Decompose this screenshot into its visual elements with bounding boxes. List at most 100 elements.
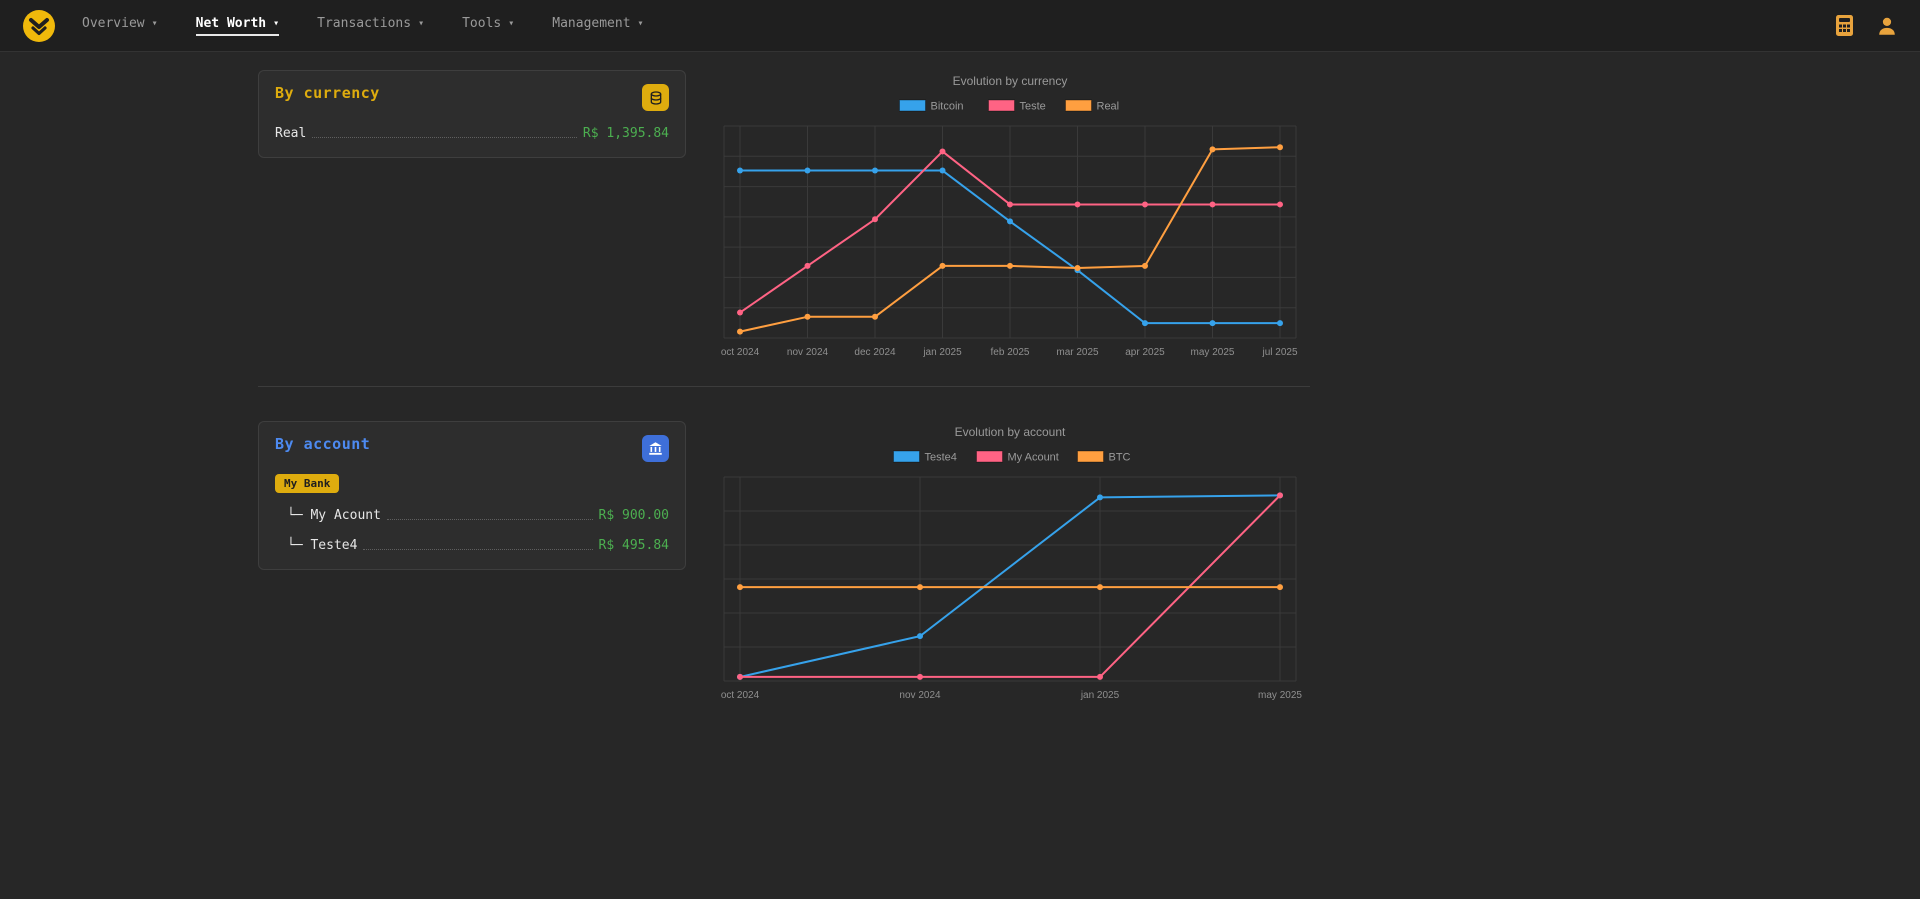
chevron-down-icon: ▾ — [637, 17, 644, 29]
series-line — [739, 494, 1281, 678]
user-icon — [1879, 17, 1895, 35]
legend-item[interactable]: BTC — [1077, 450, 1131, 464]
x-tick-label: jan 2025 — [1080, 690, 1120, 701]
calculator-icon — [1836, 15, 1853, 36]
data-point — [1097, 494, 1103, 501]
legend-label: My Acount — [1008, 452, 1059, 464]
data-point — [804, 262, 811, 269]
data-point — [1097, 584, 1103, 591]
legend-swatch — [899, 99, 926, 112]
x-tick-label: may 2025 — [1191, 347, 1235, 358]
nav-item-transactions[interactable]: Transactions ▾ — [317, 16, 424, 36]
nav-item-label: Transactions — [317, 15, 412, 31]
dotted-leader — [386, 519, 593, 520]
legend-swatch — [976, 450, 1003, 463]
navbar-actions — [1835, 14, 1898, 37]
chevron-down-icon: ▾ — [418, 17, 425, 29]
chart-canvas: Evolution by account Teste4 My Acount BTC oc… — [721, 425, 1303, 701]
currency-label: Real — [275, 126, 307, 141]
nav-item-label: Tools — [462, 15, 502, 31]
evolution-by-currency-chart: Evolution by currency Bitcoin Teste Real oct… — [710, 70, 1310, 374]
account-section: By account My Bank └─ My Acount R$ 900.0… — [258, 421, 1310, 717]
x-tick-label: apr 2025 — [1125, 347, 1165, 358]
dotted-leader — [363, 549, 593, 550]
legend-swatch — [1077, 450, 1104, 463]
legend-item[interactable]: Bitcoin — [899, 99, 964, 113]
legend-item[interactable]: Teste4 — [893, 450, 957, 464]
account-amount: R$ 495.84 — [598, 538, 669, 553]
currency-settings-button[interactable] — [642, 84, 669, 111]
data-point — [1007, 218, 1013, 225]
coins-icon — [650, 90, 661, 105]
legend-item[interactable]: Real — [1065, 99, 1120, 113]
x-tick-label: feb 2025 — [991, 347, 1030, 358]
bank-badge: My Bank — [275, 474, 340, 493]
chart-canvas: Evolution by currency Bitcoin Teste Real oct… — [721, 74, 1298, 358]
top-navbar: Overview ▾ Net Worth ▾ Transactions ▾ To… — [0, 0, 1920, 52]
data-point — [917, 633, 923, 640]
nav-item-overview[interactable]: Overview ▾ — [82, 16, 158, 36]
data-point — [804, 167, 811, 174]
data-point — [1074, 201, 1081, 208]
series-line — [740, 494, 1281, 678]
legend-label: Teste — [1020, 101, 1046, 113]
data-point — [1277, 144, 1283, 151]
legend-swatch — [893, 450, 920, 463]
user-profile-button[interactable] — [1876, 15, 1898, 37]
data-point — [1142, 320, 1148, 327]
x-tick-label: jul 2025 — [1261, 347, 1297, 358]
x-tick-label: dec 2024 — [854, 347, 896, 358]
dotted-leader — [312, 137, 577, 138]
currency-chart-box: Evolution by currency Bitcoin Teste Real oct… — [710, 70, 1310, 374]
legend-label: Real — [1097, 101, 1120, 113]
data-point — [737, 167, 743, 174]
x-tick-label: nov 2024 — [899, 690, 941, 701]
legend-label: Bitcoin — [931, 101, 964, 113]
legend-label: Teste4 — [925, 452, 957, 464]
data-point — [1007, 262, 1013, 269]
nav-item-label: Overview — [82, 15, 145, 31]
data-point — [1277, 584, 1283, 591]
data-point — [1209, 201, 1216, 208]
data-point — [1007, 201, 1013, 208]
data-point — [1142, 201, 1148, 208]
data-point — [804, 313, 811, 320]
nav-item-management[interactable]: Management ▾ — [552, 16, 643, 36]
logo-icon — [23, 9, 55, 42]
account-row-my-account: └─ My Acount R$ 900.00 — [287, 508, 669, 523]
account-settings-button[interactable] — [642, 435, 669, 462]
calculator-button[interactable] — [1835, 14, 1854, 37]
x-tick-label: jan 2025 — [922, 347, 962, 358]
data-point — [939, 148, 946, 155]
data-point — [1277, 320, 1283, 327]
by-account-card: By account My Bank └─ My Acount R$ 900.0… — [258, 421, 686, 570]
legend-swatch — [988, 99, 1015, 112]
chevron-down-icon: ▾ — [508, 17, 515, 29]
by-currency-title: By currency — [275, 84, 380, 102]
x-tick-label: oct 2024 — [721, 347, 760, 358]
nav-item-net-worth[interactable]: Net Worth ▾ — [195, 16, 280, 36]
data-point — [1277, 492, 1283, 499]
account-row-teste4: └─ Teste4 R$ 495.84 — [287, 538, 669, 553]
chart-title: Evolution by currency — [953, 74, 1068, 88]
bank-icon — [649, 442, 662, 455]
x-tick-label: oct 2024 — [721, 690, 760, 701]
data-point — [1074, 265, 1081, 272]
x-tick-label: nov 2024 — [787, 347, 829, 358]
data-point — [737, 584, 743, 591]
currency-row-real: Real R$ 1,395.84 — [275, 126, 669, 141]
app-logo[interactable] — [22, 9, 56, 43]
data-point — [872, 216, 878, 223]
data-point — [872, 313, 878, 320]
account-amount: R$ 900.00 — [598, 508, 669, 523]
currency-section: By currency Real R$ 1,395.84 Evolution b… — [258, 70, 1310, 374]
legend-swatch — [1065, 99, 1092, 112]
legend-item[interactable]: Teste — [988, 99, 1046, 113]
data-point — [737, 673, 743, 680]
legend-item[interactable]: My Acount — [976, 450, 1059, 464]
nav-item-tools[interactable]: Tools ▾ — [462, 16, 514, 36]
nav-item-label: Management — [552, 15, 631, 31]
x-tick-label: mar 2025 — [1056, 347, 1099, 358]
account-chart-box: Evolution by account Teste4 My Acount BTC oc… — [710, 421, 1310, 717]
data-point — [939, 262, 946, 269]
